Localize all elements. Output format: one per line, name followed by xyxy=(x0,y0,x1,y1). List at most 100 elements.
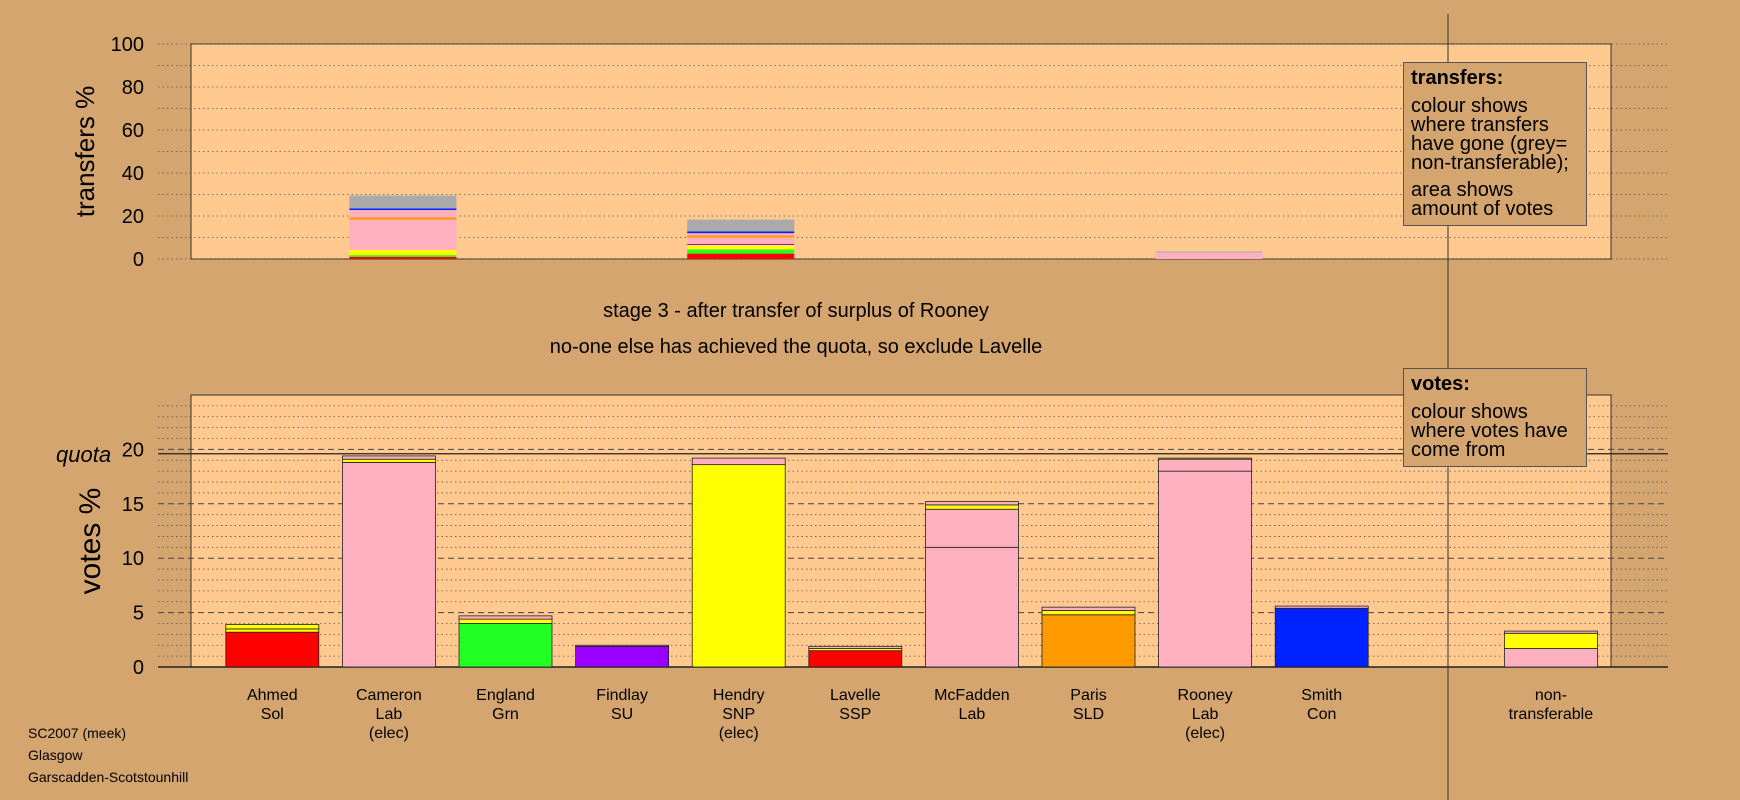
candidate-label: Hendry xyxy=(713,687,765,704)
vote-segment xyxy=(1504,648,1598,668)
vote-segment xyxy=(808,650,903,668)
transfer-segment xyxy=(1155,252,1263,259)
vote-segment xyxy=(1274,605,1369,609)
candidate-label: Lavelle xyxy=(830,687,881,704)
votes-legend-title: votes: xyxy=(1411,373,1470,395)
candidate-label: transferable xyxy=(1509,706,1594,723)
vote-segment xyxy=(925,546,1019,668)
transfer-segment xyxy=(349,195,457,209)
transfer-segment xyxy=(349,249,457,256)
transfer-segment xyxy=(687,219,795,232)
transfers-legend-title: transfers: xyxy=(1411,67,1504,89)
vote-segment xyxy=(575,645,669,668)
transfer-segment xyxy=(687,249,795,254)
transfers-legend: transfers: colour shows where transfers … xyxy=(1403,62,1587,226)
vote-segment xyxy=(575,644,669,647)
transfer-segment xyxy=(349,219,457,250)
vote-segment xyxy=(925,501,1019,506)
transfer-segment xyxy=(349,255,457,257)
votes-ytick-label: 20 xyxy=(122,439,144,461)
vote-segment xyxy=(341,458,436,463)
transfer-segment xyxy=(349,217,457,220)
transfers-ylabel: transfers % xyxy=(70,86,100,218)
votes-legend: votes: colour shows where votes have com… xyxy=(1403,368,1587,467)
candidate-label: Paris xyxy=(1070,687,1106,704)
transfers-ytick-label: 0 xyxy=(133,249,144,271)
vote-segment xyxy=(458,618,553,624)
votes-ytick-label: 0 xyxy=(133,657,144,679)
candidate-label: Con xyxy=(1307,706,1336,723)
vote-segment xyxy=(225,624,320,630)
transfer-segment xyxy=(349,209,457,218)
stage-subtitle: no-one else has achieved the quota, so e… xyxy=(549,336,1043,358)
vote-segment xyxy=(691,457,786,466)
vote-segment xyxy=(925,504,1019,510)
vote-segment xyxy=(458,615,553,620)
vote-segment xyxy=(1041,610,1136,616)
candidate-label: SSP xyxy=(839,706,871,723)
candidate-label: Findlay xyxy=(596,687,648,704)
candidate-label: McFadden xyxy=(934,687,1010,704)
transfer-segment xyxy=(1155,251,1263,253)
transfer-segment xyxy=(349,256,457,259)
vote-segment xyxy=(1158,458,1252,472)
vote-segment xyxy=(341,455,436,460)
vote-segment xyxy=(1041,614,1136,668)
candidate-label: (elec) xyxy=(719,725,759,742)
transfers-ytick-label: 60 xyxy=(122,120,144,142)
vote-segment xyxy=(1041,606,1136,611)
vote-segment xyxy=(1504,632,1598,649)
candidate-label: Lab xyxy=(959,706,986,723)
candidate-label: Lab xyxy=(376,706,403,723)
candidate-label: SNP xyxy=(722,706,755,723)
candidate-label: SU xyxy=(611,706,633,723)
transfer-segment xyxy=(687,253,795,259)
vote-segment xyxy=(225,631,320,668)
transfer-segment xyxy=(687,243,795,246)
transfers-ytick-label: 100 xyxy=(111,34,144,56)
transfer-segment xyxy=(349,208,457,210)
vote-segment xyxy=(691,464,786,668)
votes-ylabel: votes % xyxy=(74,488,107,595)
quota-label: quota xyxy=(56,442,111,467)
stage-title: stage 3 - after transfer of surplus of R… xyxy=(603,300,989,322)
vote-segment xyxy=(808,645,903,649)
vote-segment xyxy=(925,508,1019,548)
transfer-segment xyxy=(687,235,795,238)
vote-segment xyxy=(341,462,436,668)
vote-segment xyxy=(1274,607,1369,668)
votes-ytick-label: 10 xyxy=(122,548,144,570)
votes-ytick-label: 15 xyxy=(122,494,144,516)
candidate-label: Cameron xyxy=(356,687,422,704)
vote-segment xyxy=(1158,470,1252,668)
transfers-legend-text-1: colour shows where transfers have gone (… xyxy=(1411,95,1569,174)
transfers-ytick-label: 20 xyxy=(122,206,144,228)
candidate-label: Smith xyxy=(1301,687,1342,704)
caption-ward: Garscadden-Scotstounhill xyxy=(28,769,189,785)
candidate-label: Lab xyxy=(1192,706,1219,723)
transfer-segment xyxy=(687,245,795,250)
transfers-legend-text-2: area shows amount of votes xyxy=(1411,179,1554,220)
candidate-label: Ahmed xyxy=(247,687,298,704)
candidate-label: non- xyxy=(1535,687,1567,704)
vote-segment xyxy=(458,623,553,668)
vote-segment xyxy=(1158,457,1252,460)
transfer-segment xyxy=(687,231,795,234)
transfer-segment xyxy=(687,233,795,236)
caption-election: SC2007 (meek) xyxy=(28,725,127,741)
candidate-label: Rooney xyxy=(1178,687,1233,704)
vote-segment xyxy=(225,628,320,633)
transfers-ytick-label: 80 xyxy=(122,77,144,99)
transfer-segment xyxy=(687,237,795,244)
votes-legend-text: colour shows where votes have come from xyxy=(1411,401,1568,461)
candidate-label: SLD xyxy=(1073,706,1104,723)
transfers-ytick-label: 40 xyxy=(122,163,144,185)
votes-ytick-label: 5 xyxy=(133,603,144,625)
candidate-label: (elec) xyxy=(369,725,409,742)
candidate-label: Sol xyxy=(261,706,284,723)
candidate-label: England xyxy=(476,687,535,704)
candidate-label: Grn xyxy=(492,706,519,723)
caption-council: Glasgow xyxy=(28,747,83,763)
candidate-label: (elec) xyxy=(1185,725,1225,742)
